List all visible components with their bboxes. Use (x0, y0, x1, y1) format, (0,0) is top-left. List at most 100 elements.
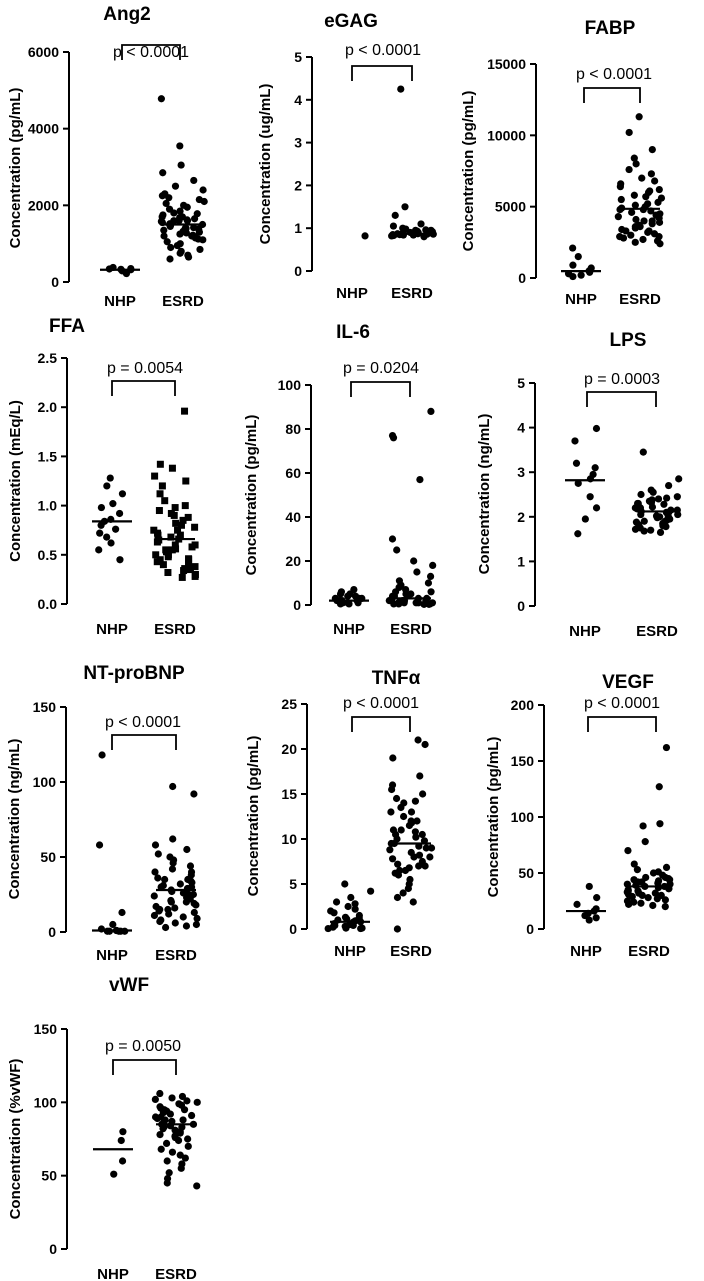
data-point (415, 851, 424, 859)
data-point (399, 231, 408, 239)
data-point (664, 513, 672, 521)
data-point (110, 1170, 118, 1178)
data-point (639, 448, 647, 456)
data-point (634, 878, 642, 886)
data-point (344, 592, 352, 600)
data-point (167, 533, 175, 541)
p-value-label: p < 0.0001 (345, 42, 421, 59)
data-point (119, 1128, 127, 1136)
data-point (184, 1142, 192, 1150)
data-point (407, 817, 415, 825)
data-point (154, 531, 162, 539)
data-point (159, 561, 167, 569)
data-point (577, 271, 585, 279)
data-point (655, 218, 664, 226)
data-point (171, 919, 179, 927)
x-category-label: ESRD (628, 943, 670, 960)
data-point (158, 213, 166, 221)
data-point (585, 882, 593, 891)
y-tick-label: 1.0 (38, 498, 58, 514)
data-point (636, 223, 644, 231)
data-point (412, 833, 420, 841)
data-point (647, 526, 655, 534)
data-point (193, 1098, 201, 1106)
data-point (187, 883, 196, 891)
data-point (171, 904, 179, 912)
y-tick-label: 5000 (495, 199, 526, 215)
data-point (157, 1145, 165, 1153)
y-tick-label: 2.0 (38, 399, 58, 415)
data-point (195, 228, 203, 236)
data-point (395, 600, 403, 608)
data-point (591, 464, 599, 472)
data-point (662, 523, 670, 531)
p-value-label: p = 0.0050 (105, 1038, 181, 1055)
data-point (656, 820, 664, 828)
data-point (409, 898, 417, 906)
significance-bracket (111, 734, 177, 750)
data-point (158, 482, 166, 490)
data-point (415, 862, 423, 870)
data-point (616, 183, 624, 191)
y-tick-label: 80 (285, 421, 301, 437)
y-tick-label: 150 (33, 699, 57, 715)
data-point (361, 232, 369, 240)
data-point (420, 600, 428, 608)
data-point (655, 185, 663, 194)
data-point (157, 883, 165, 891)
chart-title: FABP (585, 18, 636, 39)
data-point (649, 901, 657, 910)
data-point (427, 588, 435, 596)
data-point (168, 464, 176, 472)
p-value-label: p = 0.0204 (343, 360, 419, 377)
data-point (632, 215, 640, 224)
x-category-label: NHP (97, 1266, 129, 1281)
data-point (429, 561, 437, 570)
data-point (170, 217, 178, 225)
data-point (394, 871, 403, 879)
y-tick-label: 10 (281, 831, 297, 847)
data-point (419, 790, 427, 798)
data-point (173, 241, 181, 250)
data-point (191, 541, 199, 549)
data-point (390, 600, 398, 608)
significance-bracket (351, 716, 411, 732)
data-point (190, 790, 198, 798)
data-point (151, 472, 159, 480)
data-point (631, 525, 640, 533)
data-point (656, 528, 665, 537)
data-point (157, 95, 165, 103)
data-point (367, 887, 375, 895)
data-point (116, 556, 124, 564)
data-point (191, 563, 199, 571)
x-category-label: NHP (96, 947, 128, 964)
y-axis-label: Concentration (ng/mL) (476, 414, 493, 575)
data-point (96, 529, 104, 537)
chart-title: LPS (610, 330, 647, 351)
y-axis-label: Concentration (pg/mL) (460, 91, 477, 252)
data-point (171, 504, 179, 512)
data-point (414, 736, 422, 744)
data-point (161, 923, 170, 932)
chart-title: VEGF (602, 672, 654, 693)
data-point (180, 1106, 189, 1114)
data-point (330, 909, 338, 917)
data-point (654, 198, 662, 206)
data-point (186, 566, 194, 574)
data-point (191, 572, 199, 580)
data-point (656, 240, 664, 248)
data-point (585, 916, 593, 924)
data-point (155, 907, 163, 915)
data-point (174, 1136, 183, 1145)
data-point (424, 579, 433, 587)
data-point (631, 201, 639, 209)
data-point (592, 914, 600, 922)
y-tick-label: 6000 (28, 44, 59, 60)
y-tick-label: 0 (518, 270, 526, 286)
data-point (639, 822, 647, 830)
data-point (420, 233, 428, 241)
data-point (397, 85, 405, 93)
data-point (574, 253, 582, 261)
data-point (389, 434, 398, 442)
y-tick-label: 3 (517, 464, 525, 480)
